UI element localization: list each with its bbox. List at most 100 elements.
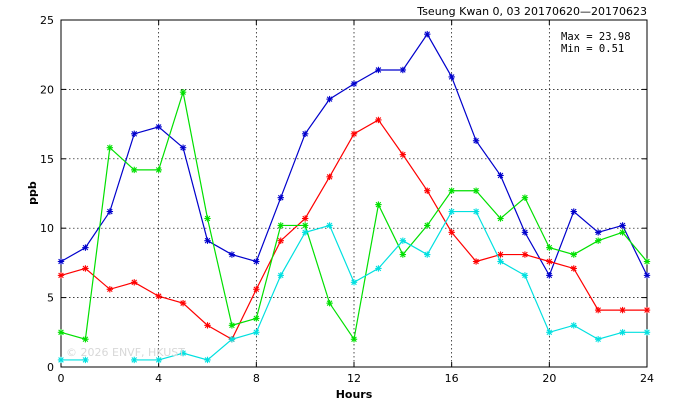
data-point [570, 265, 577, 272]
data-point [131, 279, 138, 286]
data-point [82, 265, 89, 272]
data-point [179, 349, 187, 357]
data-point [594, 229, 602, 236]
data-point [546, 244, 553, 251]
data-point [57, 356, 65, 364]
data-point [350, 80, 358, 88]
data-point [277, 272, 284, 279]
data-point [106, 286, 114, 293]
data-point [106, 208, 114, 215]
data-point [253, 329, 260, 336]
data-point [643, 272, 651, 279]
data-point [375, 66, 382, 74]
data-point [594, 306, 602, 314]
data-point [350, 130, 358, 138]
x-axis-label: Hours [336, 388, 373, 401]
data-point [277, 237, 284, 244]
data-point [204, 215, 211, 222]
data-point [326, 299, 333, 307]
data-point [179, 299, 187, 307]
data-point [619, 229, 626, 236]
data-point [301, 222, 309, 229]
data-point [82, 356, 89, 364]
x-tick-label: 8 [253, 372, 260, 385]
data-point [131, 356, 138, 364]
data-point [350, 336, 358, 343]
data-point [424, 222, 431, 229]
data-point [375, 265, 382, 272]
data-point [546, 258, 553, 265]
data-point [228, 322, 236, 329]
data-point [472, 258, 480, 265]
data-point [594, 237, 602, 244]
data-point [350, 279, 358, 286]
y-tick-label: 25 [40, 14, 54, 27]
series-layer [57, 30, 651, 364]
data-point [619, 329, 626, 336]
data-point [277, 222, 284, 229]
data-point [57, 329, 65, 336]
series-2 [57, 116, 651, 343]
data-point [521, 272, 529, 279]
series-4 [57, 208, 651, 364]
data-point [570, 322, 577, 329]
x-tick-label: 24 [640, 372, 654, 385]
data-point [204, 356, 211, 364]
data-point [106, 144, 114, 151]
data-point [155, 356, 162, 364]
data-point [399, 237, 407, 244]
data-point [179, 88, 187, 96]
data-point [570, 208, 577, 215]
y-tick-label: 20 [40, 83, 54, 96]
data-point [546, 329, 553, 336]
y-tick-label: 0 [47, 361, 54, 374]
data-point [155, 123, 162, 131]
data-point [375, 201, 382, 208]
axis-ticks: 0 4 8 12 16 20 24 0 5 10 15 20 25 [40, 14, 654, 385]
data-point [643, 258, 651, 265]
stat-max: Max = 23.98 [561, 31, 631, 43]
data-point [57, 272, 65, 279]
data-point [424, 251, 431, 258]
data-point [399, 151, 407, 158]
data-point [424, 187, 431, 194]
data-point [643, 329, 651, 336]
data-point [375, 116, 382, 124]
data-point [521, 251, 529, 258]
data-point [228, 336, 236, 343]
watermark: © 2026 ENVF, HKUST [66, 346, 185, 359]
data-point [155, 293, 162, 300]
data-point [301, 215, 309, 222]
data-point [131, 166, 138, 174]
data-point [326, 222, 333, 229]
x-tick-label: 4 [155, 372, 162, 385]
series-1 [57, 30, 651, 279]
data-point [448, 229, 455, 236]
grid-lines [61, 20, 647, 367]
data-point [424, 30, 431, 38]
series-line [134, 210, 647, 361]
data-point [448, 187, 455, 194]
y-tick-label: 10 [40, 222, 54, 235]
data-point [253, 286, 260, 293]
data-point [228, 251, 236, 258]
data-point [204, 322, 211, 329]
data-point [521, 229, 529, 236]
data-point [497, 172, 504, 179]
data-point [399, 66, 407, 74]
data-point [619, 306, 626, 314]
data-point [448, 73, 455, 81]
data-point [497, 251, 504, 258]
data-point [594, 336, 602, 343]
data-point [301, 229, 309, 236]
chart-title: Tseung Kwan 0, 03 20170620—20170623 [416, 5, 647, 18]
data-point [131, 130, 138, 138]
data-point [643, 306, 651, 314]
data-point [155, 166, 162, 174]
data-point [472, 187, 480, 194]
data-point [82, 336, 89, 343]
data-point [301, 130, 309, 138]
stat-min: Min = 0.51 [561, 43, 624, 55]
data-point [619, 222, 626, 229]
data-point [57, 258, 65, 265]
